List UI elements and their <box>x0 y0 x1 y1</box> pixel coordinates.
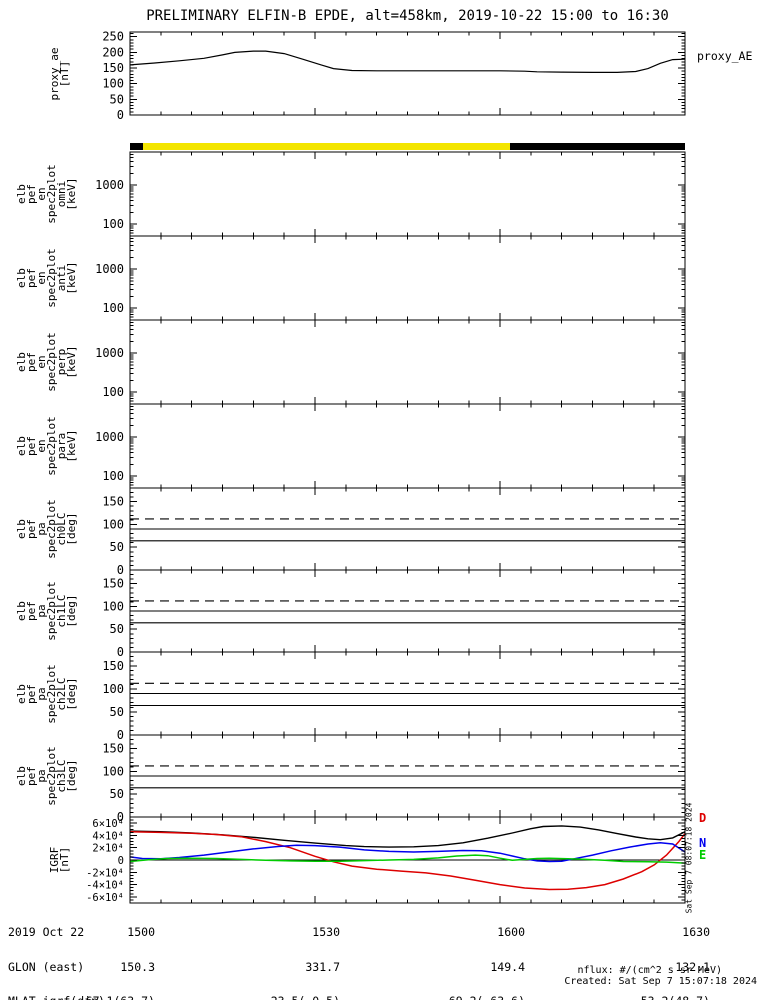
svg-text:100: 100 <box>102 77 124 91</box>
igrf-legend: D N E <box>699 812 706 861</box>
svg-text:200: 200 <box>102 45 124 59</box>
ephemeris-col-1600: 1600 149.4 -69.2(-63.6) 3.3(3.1) 8.1(5.4… <box>395 904 525 1000</box>
svg-text:4×10⁴: 4×10⁴ <box>92 830 124 842</box>
svg-text:50: 50 <box>110 787 124 801</box>
svg-text:100: 100 <box>102 599 124 613</box>
mlat-value: 53.2(48.7) <box>580 995 710 1000</box>
svg-text:2×10⁴: 2×10⁴ <box>92 843 124 855</box>
y-axis-label-panel-en-anti: elb pef en spec2plot anti [keV] <box>15 248 78 308</box>
svg-text:-2×10⁴: -2×10⁴ <box>86 867 124 879</box>
y-axis-label-panel-pa-ch0lc: elb pef pa spec2plot ch0LC [deg] <box>15 499 78 559</box>
glon-value: 149.4 <box>490 959 525 974</box>
svg-text:50: 50 <box>110 705 124 719</box>
row-label-mlat: MLAT-igrf(dip) <box>8 995 105 1000</box>
y-axis-label-panel-en-para: elb pef en spec2plot para [keV] <box>15 416 78 476</box>
y-axis-label-panel-pa-ch3lc: elb pef pa spec2plot ch3LC [deg] <box>15 746 78 806</box>
y-axis-label-panel-en-omni: elb pef en spec2plot omni [keV] <box>15 164 78 224</box>
svg-text:-6×10⁴: -6×10⁴ <box>86 892 124 904</box>
y-axis-label-panel-proxy-ae: proxy_ae [nT] <box>48 47 71 100</box>
row-label-date: 2019 Oct 22 <box>8 925 85 939</box>
proxy-ae-series-label: proxy_AE <box>697 49 753 63</box>
svg-text:1000: 1000 <box>95 178 124 192</box>
page-title: PRELIMINARY ELFIN-B EPDE, alt=458km, 201… <box>146 8 669 24</box>
time-tick-label: 1600 <box>497 925 525 939</box>
svg-text:0: 0 <box>117 645 124 659</box>
svg-text:50: 50 <box>110 622 124 636</box>
ephemeris-row-labels: 2019 Oct 22 GLON (east) MLAT-igrf(dip) M… <box>8 904 105 1000</box>
svg-text:1000: 1000 <box>95 262 124 276</box>
svg-text:100: 100 <box>102 517 124 531</box>
svg-text:100: 100 <box>102 385 124 399</box>
svg-text:100: 100 <box>102 301 124 315</box>
igrf-legend-N: N <box>699 836 707 850</box>
svg-text:100: 100 <box>102 217 124 231</box>
glon-value: 150.3 <box>120 959 155 974</box>
y-axis-label-panel-en-perp: elb pef en spec2plot perp [keV] <box>15 332 78 392</box>
mlat-value: -23.5(-0.5) <box>210 995 340 1000</box>
svg-text:100: 100 <box>102 469 124 483</box>
svg-text:50: 50 <box>110 92 124 106</box>
svg-text:50: 50 <box>110 540 124 554</box>
y-axis-label-panel-pa-ch2lc: elb pef pa spec2plot ch2LC [deg] <box>15 663 78 724</box>
svg-text:100: 100 <box>102 682 124 696</box>
svg-text:150: 150 <box>102 659 124 673</box>
glon-value: 132.1 <box>675 959 710 974</box>
y-axis-label-panel-igrf: IGRF [nT] <box>48 846 71 874</box>
row-label-glon: GLON (east) <box>8 959 85 974</box>
svg-text:0: 0 <box>117 108 124 122</box>
nflux-units-note: nflux: #/(cm^2 s sr MeV) <box>577 965 723 976</box>
render-timestamp-vertical: Sat Sep 7 08:07:18 2024 <box>684 802 694 914</box>
svg-text:1000: 1000 <box>95 430 124 444</box>
svg-text:0: 0 <box>117 810 124 824</box>
svg-text:150: 150 <box>102 495 124 509</box>
svg-text:0: 0 <box>117 728 124 742</box>
svg-text:0: 0 <box>118 855 124 867</box>
time-tick-label: 1530 <box>312 925 340 939</box>
mlat-value: 67.1(63.7) <box>25 995 155 1000</box>
ephemeris-col-1630: 1630 132.1 53.2(48.7) 1.6(1.3) 2.8(2.5) <box>580 904 710 1000</box>
igrf-legend-E: E <box>699 848 707 862</box>
svg-text:100: 100 <box>102 764 124 778</box>
time-tick-label: 1500 <box>127 925 155 939</box>
mlat-value: -69.2(-63.6) <box>395 995 525 1000</box>
svg-text:0: 0 <box>117 563 124 577</box>
glon-value: 331.7 <box>305 959 340 974</box>
svg-text:1000: 1000 <box>95 346 124 360</box>
y-axis-label-panel-pa-ch1lc: elb pef pa spec2plot ch1LC [deg] <box>15 581 78 641</box>
svg-text:250: 250 <box>102 30 124 44</box>
svg-text:150: 150 <box>102 742 124 756</box>
svg-text:-4×10⁴: -4×10⁴ <box>86 880 124 892</box>
created-timestamp: Created: Sat Sep 7 15:07:18 2024 <box>564 976 757 987</box>
svg-text:150: 150 <box>102 61 124 75</box>
svg-text:150: 150 <box>102 577 124 591</box>
time-tick-label: 1630 <box>682 925 710 939</box>
igrf-legend-D: D <box>699 811 707 825</box>
ephemeris-col-1530: 1530 331.7 -23.5(-0.5) 13.7(13.9) 1.1(1.… <box>210 904 340 1000</box>
svg-text:6×10⁴: 6×10⁴ <box>92 818 124 830</box>
ephemeris-col-1500: 1500 150.3 67.1(63.7) 0.8(0.4) 6.7(5.5) <box>25 904 155 1000</box>
